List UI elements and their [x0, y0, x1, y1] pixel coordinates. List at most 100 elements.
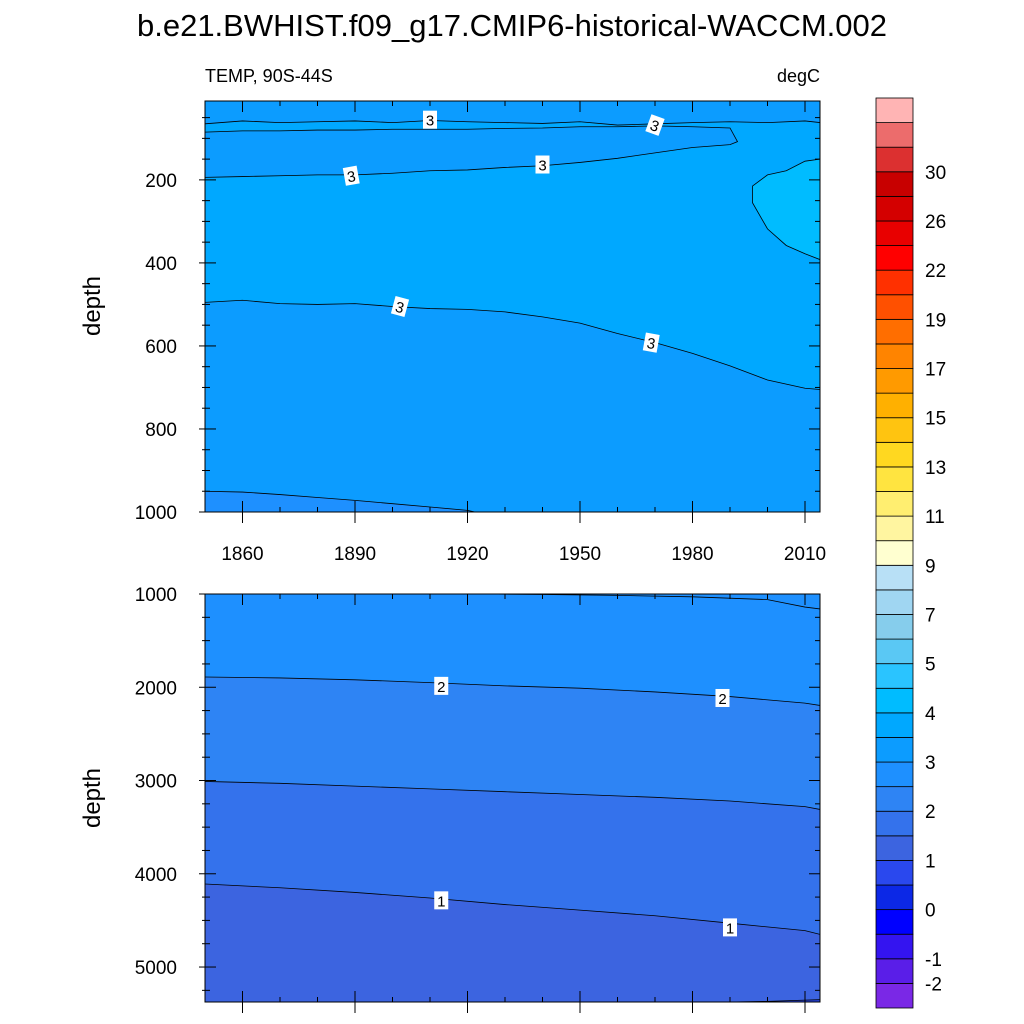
- colorbar-label: 17: [925, 360, 946, 381]
- colorbar-label: 5: [925, 655, 936, 676]
- contour-line: [205, 883, 820, 935]
- contour-label-text: 1: [726, 920, 734, 937]
- colorbar-label: 7: [925, 605, 936, 626]
- colorbar-label: 13: [925, 458, 946, 479]
- y-tick-label: 2000: [135, 678, 177, 699]
- colorbar-box: [875, 564, 914, 591]
- plot-frame: [204, 593, 821, 1003]
- colorbar-box: [875, 97, 914, 123]
- colorbar-box: [875, 146, 914, 173]
- chart-subtitle-right: degC: [777, 66, 820, 86]
- contour-label: 3: [642, 332, 660, 353]
- colorbar-box: [875, 441, 914, 468]
- colorbar-box: [875, 318, 914, 345]
- filled-region: [752, 159, 820, 260]
- plot-frame: [204, 100, 821, 513]
- colorbar-box: [875, 909, 914, 935]
- colorbar-box: [875, 491, 914, 517]
- y-tick-label: 800: [145, 420, 177, 441]
- y-tick-label: 5000: [135, 958, 177, 979]
- contour-label: 1: [434, 891, 449, 910]
- contour-label: 1: [723, 918, 737, 937]
- x-tick-label: 1950: [559, 544, 601, 565]
- x-tick-label: 1920: [446, 544, 488, 565]
- chart-title: b.e21.BWHIST.f09_g17.CMIP6-historical-WA…: [137, 8, 887, 43]
- colorbar-box: [875, 687, 914, 714]
- filled-region: [205, 125, 738, 178]
- colorbar-label: 30: [925, 163, 946, 184]
- colorbar-label: 9: [925, 556, 936, 577]
- contour-line: [205, 781, 820, 810]
- colorbar-box: [875, 933, 914, 960]
- contour-label-text: 3: [538, 158, 546, 175]
- contour-label: 3: [342, 165, 360, 186]
- contour-label: 3: [390, 295, 410, 317]
- colorbar-box: [875, 810, 914, 837]
- filled-region: [205, 884, 820, 1002]
- colorbar-label: -1: [925, 950, 942, 971]
- colorbar-box: [875, 737, 914, 763]
- colorbar-box: [875, 589, 914, 615]
- contour-line: [752, 158, 820, 260]
- y-tick-label: 3000: [135, 772, 177, 793]
- x-tick-label: 1860: [221, 544, 263, 565]
- contour-label: 2: [715, 688, 730, 708]
- colorbar-label: 1: [925, 851, 936, 872]
- colorbar-box: [875, 663, 914, 689]
- colorbar-label: 2: [925, 802, 936, 823]
- colorbar-label: 0: [925, 901, 936, 922]
- y-tick-label: 200: [145, 171, 177, 192]
- colorbar-box: [875, 638, 914, 665]
- y-tick-label: 400: [145, 254, 177, 275]
- colorbar-box: [875, 761, 914, 788]
- colorbar-box: [875, 515, 914, 542]
- x-tick-label: 1980: [671, 544, 713, 565]
- contour-line: [205, 299, 820, 390]
- colorbar-box: [875, 614, 914, 640]
- colorbar-box: [875, 540, 914, 566]
- colorbar-box: [875, 860, 914, 886]
- contour-line: [205, 490, 476, 512]
- colorbar-box: [875, 294, 914, 320]
- colorbar-label: 4: [925, 704, 936, 725]
- contour-label: 2: [434, 676, 449, 696]
- colorbar-box: [875, 786, 914, 812]
- contour-label-text: 1: [437, 893, 445, 910]
- colorbar-label: -2: [925, 974, 942, 995]
- contour-line: [205, 120, 820, 126]
- colorbar-label: 3: [925, 753, 936, 774]
- x-tick-label: 1890: [334, 544, 376, 565]
- colorbar-label: 11: [925, 507, 945, 528]
- plot-area: [205, 594, 820, 1002]
- plot-area: [205, 101, 820, 512]
- colorbar-box: [875, 417, 914, 443]
- colorbar-box: [875, 343, 914, 369]
- contour-label: 3: [645, 114, 665, 136]
- y-tick-label: 1000: [135, 585, 177, 606]
- colorbar: 30 26 22 19 17 15 13 11 9 7 5 4 3 2 1 0 -1 -2: [875, 97, 946, 1009]
- contour-label-text: 3: [346, 168, 357, 186]
- colorbar-box: [875, 220, 914, 246]
- contour-label-text: 2: [437, 679, 445, 696]
- colorbar-box: [875, 712, 914, 738]
- colorbar-box: [875, 884, 914, 911]
- panel-deep-ocean: 2 2 1 1 1000 2000 3000 4000 5000 depth: [79, 585, 821, 1013]
- colorbar-label: 26: [925, 212, 946, 233]
- colorbar-box: [875, 245, 914, 271]
- y-tick-label: 600: [145, 337, 177, 358]
- filled-region: [205, 120, 820, 390]
- filled-region: [205, 491, 475, 512]
- colorbar-box: [875, 466, 914, 492]
- x-tick-label: 2010: [784, 544, 826, 565]
- colorbar-label: 15: [925, 409, 946, 430]
- colorbar-box: [875, 983, 914, 1009]
- colorbar-box: [875, 392, 914, 419]
- y-axis-label: depth: [79, 276, 106, 336]
- colorbar-box: [875, 122, 914, 148]
- y-tick-label: 1000: [135, 503, 177, 524]
- colorbar-box: [875, 835, 914, 861]
- colorbar-box: [875, 368, 914, 394]
- colorbar-box: [875, 171, 914, 197]
- y-axis-label: depth: [79, 768, 106, 828]
